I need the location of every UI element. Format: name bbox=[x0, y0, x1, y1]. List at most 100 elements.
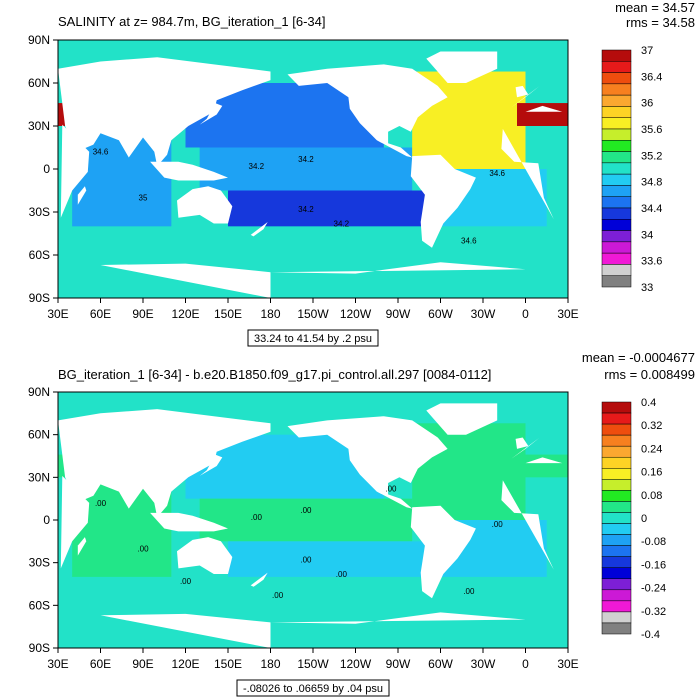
colorbar-swatch bbox=[601, 456, 632, 469]
colorbar-swatch bbox=[601, 241, 632, 254]
land-mask bbox=[270, 262, 526, 274]
colorbar-swatch bbox=[601, 545, 632, 557]
land-mask bbox=[100, 613, 271, 648]
x-tick-label: 60E bbox=[90, 657, 111, 671]
colorbar-swatch bbox=[601, 490, 632, 502]
colorbar-label: 0.24 bbox=[641, 443, 662, 455]
colorbar-swatch bbox=[601, 230, 632, 243]
x-tick-label: 30E bbox=[47, 657, 68, 671]
colorbar-label: 0.08 bbox=[641, 490, 662, 502]
colorbar-label: 33.6 bbox=[641, 256, 662, 268]
colorbar-label: 34 bbox=[641, 229, 653, 241]
colorbar-label: -0.08 bbox=[641, 536, 666, 548]
colorbar-swatch bbox=[601, 196, 632, 209]
tile-mediterranean bbox=[58, 454, 67, 478]
tile-south-pacific bbox=[270, 541, 427, 577]
x-tick-label: 0 bbox=[522, 307, 529, 321]
land-mask bbox=[515, 437, 529, 449]
land-mask bbox=[250, 222, 268, 237]
mean-label: mean = -0.0004677 bbox=[582, 350, 695, 365]
land-mask bbox=[511, 437, 540, 459]
colorbar-label: 35.6 bbox=[641, 124, 662, 136]
tile-south-pacific bbox=[270, 190, 427, 227]
tile-tropical-pacific bbox=[270, 498, 413, 542]
range-note: -.08026 to .06659 by .04 psu bbox=[243, 683, 383, 695]
contour-label: .00 bbox=[492, 520, 504, 529]
tile-tropical-pacific bbox=[199, 147, 271, 191]
land-mask bbox=[287, 416, 448, 509]
colorbar-label: 33 bbox=[641, 282, 653, 294]
contour-label: 34.2 bbox=[298, 155, 314, 164]
x-tick-label: 30E bbox=[557, 307, 578, 321]
colorbar-swatch bbox=[601, 622, 632, 635]
contour-label: .00 bbox=[336, 570, 348, 579]
tile-mediterranean bbox=[517, 103, 568, 126]
x-tick-label: 30W bbox=[471, 307, 496, 321]
tile-south-pacific bbox=[228, 190, 271, 227]
x-tick-label: 90W bbox=[386, 307, 411, 321]
colorbar-label: 0.16 bbox=[641, 467, 662, 479]
chart-title: SALINITY at z= 984.7m, BG_iteration_1 [6… bbox=[58, 14, 326, 29]
land-mask bbox=[58, 57, 271, 167]
contour-label: .00 bbox=[180, 577, 192, 586]
land-mask bbox=[501, 128, 554, 220]
x-tick-label: 150W bbox=[297, 307, 329, 321]
colorbar-label: -0.32 bbox=[641, 606, 666, 618]
land-mask bbox=[250, 572, 268, 587]
contour-label: 34.6 bbox=[461, 237, 477, 246]
y-tick-label: 60N bbox=[28, 428, 50, 442]
colorbar-swatch bbox=[601, 567, 632, 580]
land-mask bbox=[287, 64, 448, 158]
range-note-box bbox=[247, 329, 379, 347]
x-tick-label: 120E bbox=[171, 657, 199, 671]
contour-label: .00 bbox=[95, 499, 107, 508]
land-mask bbox=[77, 186, 87, 205]
land-mask bbox=[100, 263, 271, 298]
difference-panel: BG_iteration_1 [6-34] - b.e20.B1850.f09_… bbox=[28, 350, 695, 697]
colorbar-label: 34.4 bbox=[641, 203, 662, 215]
x-tick-label: 30E bbox=[47, 307, 68, 321]
land-mask bbox=[58, 409, 271, 518]
colorbar-label: 35.2 bbox=[641, 150, 662, 162]
land-mask bbox=[426, 403, 498, 435]
colorbar-label: -0.24 bbox=[641, 583, 666, 595]
colorbar-swatch bbox=[601, 501, 632, 513]
x-tick-label: 180 bbox=[260, 657, 280, 671]
colorbar-swatch bbox=[601, 49, 632, 62]
x-tick-label: 180 bbox=[260, 307, 280, 321]
land-mask bbox=[525, 457, 563, 464]
colorbar-swatch bbox=[601, 434, 632, 447]
colorbar-swatch bbox=[601, 600, 632, 613]
contour-label: .00 bbox=[272, 591, 284, 600]
land-mask bbox=[426, 51, 498, 83]
x-tick-label: 90E bbox=[132, 657, 153, 671]
colorbar-swatch bbox=[601, 252, 632, 265]
range-note: 33.24 to 41.54 by .2 psu bbox=[254, 333, 372, 345]
contour-label: .00 bbox=[385, 485, 397, 494]
colorbar-label: 0.32 bbox=[641, 420, 662, 432]
contour-label: 34.2 bbox=[249, 162, 265, 171]
contour-label: .00 bbox=[300, 556, 312, 565]
y-tick-label: 0 bbox=[43, 162, 50, 176]
x-tick-label: 60E bbox=[90, 307, 111, 321]
contour-label: .00 bbox=[251, 513, 263, 522]
x-tick-label: 120W bbox=[340, 307, 372, 321]
x-tick-label: 120E bbox=[171, 307, 199, 321]
colorbar-swatch bbox=[601, 173, 632, 186]
land-mask bbox=[150, 512, 228, 532]
colorbar-label: 0 bbox=[641, 513, 647, 525]
contour-label: .00 bbox=[137, 544, 149, 553]
colorbar-swatch bbox=[601, 219, 632, 231]
tile-south-pacific bbox=[228, 541, 271, 577]
tile-mediterranean bbox=[58, 103, 67, 126]
colorbar-label: 36 bbox=[641, 98, 653, 110]
contour-label: 34.6 bbox=[489, 169, 505, 178]
land-mask bbox=[177, 537, 233, 574]
colorbar-swatch bbox=[601, 423, 632, 436]
contour-label: 35 bbox=[139, 194, 148, 203]
y-tick-label: 60S bbox=[29, 248, 50, 262]
x-tick-label: 90E bbox=[132, 307, 153, 321]
colorbar-swatch bbox=[601, 412, 632, 425]
map-area: 35 34.2 34.2 34.2 34.2 34.6 34.6 34.6 bbox=[58, 40, 568, 298]
colorbar-swatch bbox=[601, 578, 632, 591]
